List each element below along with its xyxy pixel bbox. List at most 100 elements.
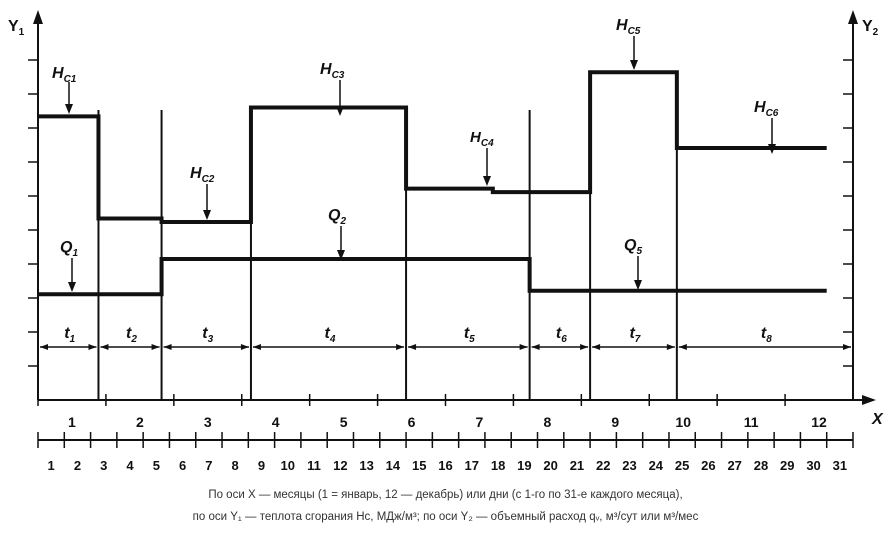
svg-text:HС6: HС6	[754, 99, 779, 119]
day-tick-label: 5	[153, 458, 160, 473]
day-tick-label: 4	[126, 458, 134, 473]
day-tick-label: 13	[359, 458, 373, 473]
day-tick-label: 2	[74, 458, 81, 473]
day-tick-label: 31	[833, 458, 847, 473]
day-tick-label: 29	[780, 458, 794, 473]
day-tick-label: 16	[438, 458, 452, 473]
period-label: t1	[64, 325, 75, 345]
x-label: X	[871, 411, 884, 428]
period-arrowhead	[163, 344, 172, 350]
day-tick-label: 19	[517, 458, 531, 473]
day-tick-label: 9	[258, 458, 265, 473]
svg-text:HС2: HС2	[190, 165, 215, 185]
period-arrowhead	[240, 344, 249, 350]
month-tick-label: 10	[675, 414, 691, 430]
x-ticks: 1 2 3 4 5 6 7 8 9 10 11 12 13 14 15 16 17 18 19 20 21 22 23 24 2…	[37, 394, 854, 473]
month-tick-label: 1	[68, 414, 76, 430]
month-tick-label: 4	[272, 414, 280, 430]
day-tick-label: 18	[491, 458, 505, 473]
period-arrowhead	[396, 344, 405, 350]
period-label: t3	[202, 325, 213, 345]
month-tick-label: 8	[543, 414, 551, 430]
label-h5: HС5	[616, 17, 641, 70]
step-lines	[38, 70, 827, 297]
day-tick-label: 8	[232, 458, 239, 473]
svg-text:Q1: Q1	[60, 239, 78, 259]
month-tick-label: 2	[136, 414, 144, 430]
y1-arrow	[33, 10, 43, 24]
day-tick-label: 28	[754, 458, 768, 473]
month-tick-label: 3	[204, 414, 212, 430]
x-arrow	[862, 395, 876, 405]
period-arrowhead	[88, 344, 97, 350]
period-arrowhead	[408, 344, 417, 350]
svg-text:HС1: HС1	[52, 65, 77, 85]
day-tick-label: 10	[281, 458, 295, 473]
svg-text:HС3: HС3	[320, 61, 345, 81]
period-label: t2	[126, 325, 137, 345]
day-tick-label: 7	[205, 458, 212, 473]
day-tick-label: 22	[596, 458, 610, 473]
period-arrowhead	[519, 344, 528, 350]
period-arrowhead	[100, 344, 109, 350]
day-tick-label: 15	[412, 458, 426, 473]
caption-line-2: по оси Y₁ — теплота сгорания Hс, МДж/м³;…	[192, 511, 699, 523]
day-tick-label: 14	[386, 458, 401, 473]
period-arrowhead	[151, 344, 160, 350]
label-h1: HС1	[52, 65, 77, 114]
period-arrows: t1 t2 t3 t4 t5 t6 t7 t8	[40, 325, 851, 350]
label-h6: HС6	[754, 99, 779, 154]
month-tick-label: 6	[408, 414, 416, 430]
period-arrowhead	[531, 344, 540, 350]
svg-text:Q2: Q2	[328, 207, 346, 227]
day-tick-label: 1	[48, 458, 55, 473]
period-label: t7	[629, 325, 640, 345]
day-tick-label: 24	[649, 458, 664, 473]
period-arrowhead	[40, 344, 48, 350]
period-arrowhead	[592, 344, 601, 350]
day-tick-label: 27	[727, 458, 741, 473]
label-h2: HС2	[190, 165, 215, 220]
day-tick-label: 21	[570, 458, 584, 473]
period-arrowhead	[252, 344, 261, 350]
y2-arrow	[848, 10, 858, 24]
period-arrowhead	[678, 344, 687, 350]
month-tick-label: 5	[340, 414, 348, 430]
y-ticks	[28, 59, 853, 367]
day-tick-label: 23	[622, 458, 636, 473]
month-tick-label: 12	[811, 414, 827, 430]
day-tick-label: 20	[543, 458, 557, 473]
period-label: t8	[761, 325, 772, 345]
label-h3: HС3	[320, 61, 345, 116]
day-tick-label: 17	[465, 458, 479, 473]
period-label: t4	[325, 325, 336, 345]
day-tick-label: 6	[179, 458, 186, 473]
day-tick-label: 26	[701, 458, 715, 473]
period-label: t6	[556, 325, 567, 345]
y2-label: Y2	[862, 18, 879, 38]
label-q1: Q1	[60, 239, 78, 292]
label-q5: Q5	[624, 237, 642, 290]
svg-text:HС4: HС4	[470, 129, 494, 149]
svg-text:HС5: HС5	[616, 17, 641, 37]
day-tick-label: 3	[100, 458, 107, 473]
label-h4: HС4	[470, 129, 494, 186]
caption-line-1: По оси X — месяцы (1 = январь, 12 — дека…	[208, 489, 683, 501]
y1-label: Y1	[8, 18, 25, 38]
period-arrowhead	[843, 344, 851, 350]
period-arrowhead	[666, 344, 675, 350]
month-tick-label: 11	[744, 414, 759, 430]
series-q-step-line	[38, 257, 827, 297]
period-arrowhead	[580, 344, 589, 350]
day-tick-label: 12	[333, 458, 347, 473]
month-tick-label: 7	[476, 414, 484, 430]
day-tick-label: 11	[307, 458, 321, 473]
day-tick-label: 25	[675, 458, 689, 473]
svg-text:Q5: Q5	[624, 237, 642, 257]
month-tick-label: 9	[611, 414, 619, 430]
day-tick-label: 30	[806, 458, 820, 473]
label-q2: Q2	[328, 207, 346, 260]
series-h-step-line	[38, 70, 827, 225]
period-label: t5	[464, 325, 475, 345]
